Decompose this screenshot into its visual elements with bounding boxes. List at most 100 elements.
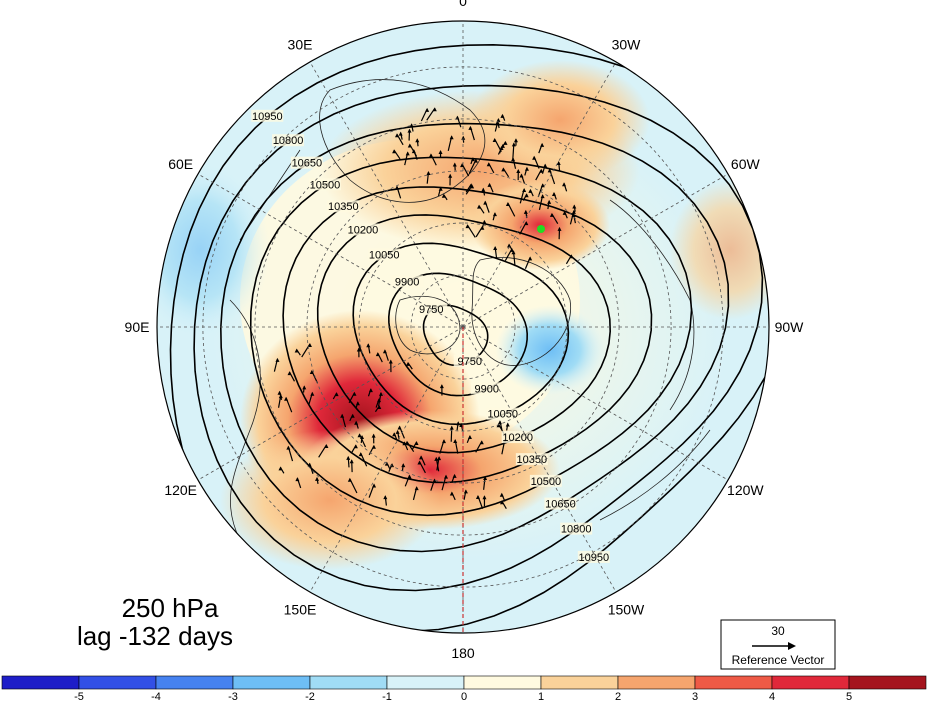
location-marker [537, 225, 545, 233]
level-title: 250 hPa [122, 593, 219, 623]
wind-vector-head [379, 391, 384, 396]
wind-vector-head [492, 137, 497, 142]
wind-vector-head [401, 463, 406, 468]
contour-label-bg [560, 522, 593, 535]
wind-vector-head [487, 182, 492, 187]
longitude-label: 0 [459, 0, 467, 9]
wind-vector-head [556, 161, 561, 166]
wind-vector-head [382, 349, 387, 354]
reference-vector-box: 30 Reference Vector [720, 619, 836, 670]
wind-vector-head [528, 188, 533, 193]
anomaly-shading [157, 21, 769, 633]
wind-vector-head [314, 476, 319, 481]
wind-vector-head [397, 425, 402, 430]
colorbar-swatch [694, 675, 773, 690]
colorbar-tick-label: 2 [615, 691, 621, 702]
contour-label-bg [391, 275, 424, 288]
colorbar-tick-label: -5 [74, 691, 84, 702]
meridian-line [462, 173, 729, 328]
wind-vector-head [434, 456, 439, 461]
contour-label-bg [501, 431, 534, 444]
meridian-line [197, 326, 464, 481]
lat-lon-grid [157, 21, 769, 633]
meridian-line [197, 173, 464, 328]
contour-label: 10800 [273, 135, 304, 147]
wind-vector-head [390, 463, 395, 468]
wind-vector-head [448, 173, 453, 178]
longitude-label: 90E [125, 319, 150, 335]
wind-vector-head [368, 388, 373, 393]
wind-vector-head [467, 435, 472, 440]
wind-vector-head [532, 155, 537, 160]
wind-vector-head [523, 209, 528, 214]
wind-vector-head [562, 182, 567, 187]
wind-vector-head [307, 343, 312, 348]
wind-vector-head [372, 483, 377, 488]
wind-vector-head [426, 171, 431, 176]
wind-vector-head [432, 107, 437, 112]
wind-vector-head [492, 212, 497, 217]
wind-vector-head [347, 477, 352, 482]
meridian-line [462, 326, 617, 593]
wind-vector-head [437, 456, 442, 461]
wind-vector-head [455, 115, 460, 120]
contour-label: 10050 [487, 409, 518, 421]
wind-vector-head [340, 413, 345, 418]
longitude-label: 120W [727, 482, 764, 498]
longitude-label: 150W [608, 601, 645, 617]
colorbar-swatch [848, 675, 927, 690]
meridian-line [462, 326, 729, 481]
wind-vector-head [425, 107, 430, 112]
wind-vector-head [452, 473, 457, 478]
wind-vector-head [417, 460, 422, 465]
contour-label: 9750 [458, 356, 482, 368]
colorbar-tick-label: 0 [461, 691, 467, 702]
contour-label-bg [515, 453, 548, 466]
longitude-label: 60W [731, 156, 761, 172]
colorbar-swatch [463, 675, 542, 690]
longitude-labels: 0 30W 60W 90W 120W 150W 180 150E 120E 90E 60E 30E [125, 0, 805, 661]
contour-label-bg [453, 355, 486, 368]
wind-vector-head [438, 186, 443, 191]
wind-vector-head [505, 202, 510, 207]
wind-vector-head [377, 405, 382, 410]
contour-label: 10200 [348, 225, 379, 237]
wind-vector-head [513, 138, 518, 143]
wind-vector-head [295, 477, 300, 482]
wind-vector-head [501, 167, 506, 172]
colorbar-swatch [78, 675, 157, 690]
contour-labels: 9750 9750 9900 9900 10050 10050 10200 10200 1035… [251, 109, 610, 564]
wind-vector-head [503, 140, 508, 145]
wind-vector-head [449, 135, 454, 140]
wind-vector-head [353, 444, 358, 449]
wind-vector-head [355, 401, 360, 406]
wind-vector-head [460, 163, 465, 168]
wind-vector-head [540, 183, 545, 188]
wind-vector-head [557, 226, 562, 231]
longitude-label: 30E [288, 37, 313, 53]
wind-vector-head [419, 455, 424, 460]
wind-vector-head [287, 371, 292, 376]
wind-vector-head [507, 243, 512, 248]
contour-label-bg [327, 200, 360, 213]
wind-vector-head [500, 113, 505, 118]
wind-vector-head [477, 204, 482, 209]
wind-vector-head [461, 135, 466, 140]
wind-vector-head [493, 246, 498, 251]
colorbar-tick-label: 3 [692, 691, 698, 702]
wind-vector-head [522, 187, 527, 192]
contour-label-bg [486, 407, 519, 420]
wind-vector-head [438, 150, 443, 155]
colorbar-tick-label: 4 [769, 691, 775, 702]
wind-vector-head [357, 433, 362, 438]
colorbar-swatch [309, 675, 388, 690]
colorbar-swatch [771, 675, 850, 690]
wind-vector-head [480, 225, 485, 230]
longitude-label: 30W [612, 37, 642, 53]
contour-label: 10050 [369, 250, 400, 262]
wind-vector-head [540, 194, 545, 199]
meridian-line [309, 326, 464, 593]
reference-vector-label: Reference Vector [732, 653, 825, 667]
wind-vector-head [479, 440, 484, 445]
contour-label: 10950 [252, 111, 283, 123]
